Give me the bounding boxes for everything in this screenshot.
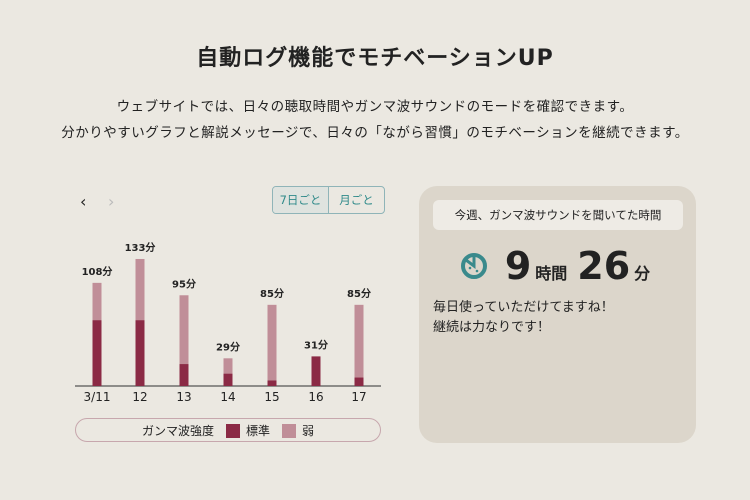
data-label: 31分	[304, 338, 328, 351]
card-heading: 今週、ガンマ波サウンドを聞いてた時間	[433, 200, 683, 230]
data-label: 29分	[216, 340, 240, 353]
bar-segment-weak	[267, 304, 277, 381]
prev-week-button[interactable]: ‹	[80, 192, 87, 211]
tab-monthly[interactable]: 月ごと	[339, 193, 374, 207]
timer-icon	[460, 253, 487, 279]
bar-segment-weak	[179, 295, 189, 365]
legend-swatch-standard	[225, 424, 240, 438]
x-tick-label: 14	[220, 390, 235, 404]
minutes-value: 26	[577, 244, 631, 288]
legend-item-standard: 標準	[225, 422, 270, 439]
bar-segment-standard	[179, 364, 189, 386]
data-label: 108分	[82, 265, 113, 278]
hours-unit: 時間	[535, 264, 568, 283]
period-toggle: 7日ごと 月ごと	[272, 186, 385, 214]
bar-segment-standard	[92, 320, 102, 386]
x-tick-label: 13	[176, 390, 191, 404]
message-line: 毎日使っていただけてますね！	[433, 300, 614, 315]
bar-segment-standard	[223, 373, 233, 386]
bar-segment-standard	[354, 377, 364, 386]
message-line: 継続は力なりです！	[433, 320, 551, 335]
subtitle-line: 分かりやすいグラフと解説メッセージで、日々の「ながら習慣」のモチベーションを継続…	[61, 125, 689, 141]
chart-legend: ガンマ波強度 標準 弱	[75, 418, 381, 442]
bar-segment-weak	[135, 258, 145, 321]
data-label: 85分	[260, 287, 284, 300]
bar-segment-weak	[354, 304, 364, 378]
x-tick-label: 15	[264, 390, 279, 404]
legend-title: ガンマ波強度	[141, 423, 214, 438]
hours-value: 9	[504, 244, 532, 288]
x-tick-label: 12	[132, 390, 147, 404]
data-label: 85分	[347, 287, 371, 300]
bar-segment-standard	[267, 380, 277, 386]
bar-segment-weak	[92, 282, 102, 321]
total-time: 9 時間 26 分	[419, 244, 696, 288]
legend-label-standard: 標準	[245, 423, 270, 438]
page-title: 自動ログ機能でモチベーションUP	[196, 46, 554, 71]
encouragement-message: 毎日使っていただけてますね！ 継続は力なりです！	[433, 298, 614, 338]
x-tick-label: 17	[351, 390, 366, 404]
x-tick-label: 16	[308, 390, 323, 404]
legend-item-weak: 弱	[282, 422, 314, 439]
x-tick-label: 3/11	[84, 390, 111, 404]
bar-segment-weak	[223, 358, 233, 374]
data-label: 95分	[172, 277, 196, 290]
bar-segment-standard	[135, 320, 145, 386]
subtitle-line: ウェブサイトでは、日々の聴取時間やガンマ波サウンドのモードを確認できます。	[116, 99, 634, 115]
next-week-button[interactable]: ›	[108, 192, 115, 211]
legend-swatch-weak	[282, 424, 296, 438]
data-label: 133分	[125, 241, 156, 254]
weekly-summary-card: 今週、ガンマ波サウンドを聞いてた時間 9 時間 26 分 毎日使っていただけてま…	[419, 186, 696, 443]
tab-weekly[interactable]: 7日ごと	[273, 187, 329, 213]
legend-label-weak: 弱	[302, 423, 315, 438]
bar-segment-standard	[311, 356, 321, 386]
minutes-unit: 分	[634, 264, 651, 283]
